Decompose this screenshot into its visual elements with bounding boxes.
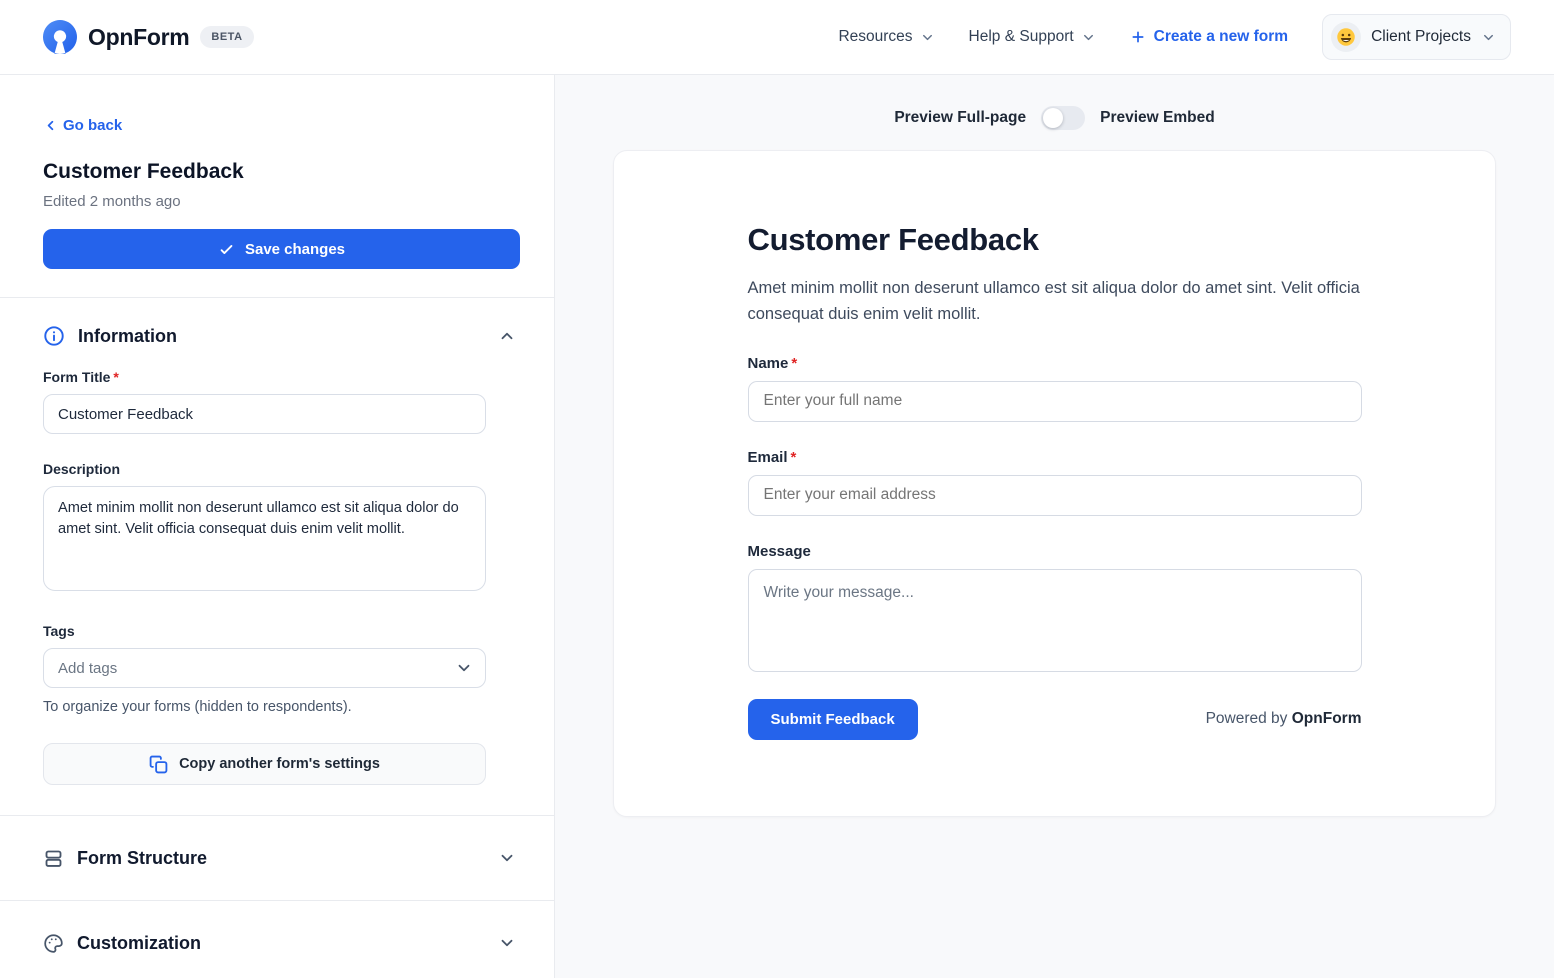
- preview-pane: Preview Full-page Preview Embed Customer…: [555, 75, 1554, 978]
- name-input[interactable]: [747, 380, 1362, 422]
- required-asterisk: *: [113, 369, 119, 385]
- preview-form-description: Amet minim mollit non deserunt ullamco e…: [747, 279, 1360, 324]
- workspace-switcher[interactable]: Client Projects: [1322, 14, 1511, 60]
- section-information-body: Form Title* Description Amet minim molli…: [0, 369, 554, 815]
- beta-badge: BETA: [200, 26, 254, 48]
- submit-feedback-button[interactable]: Submit Feedback: [747, 698, 918, 740]
- tags-field-group: Tags To organize your forms (hidden to r…: [43, 623, 486, 715]
- section-information-header[interactable]: Information: [0, 298, 554, 369]
- tags-select[interactable]: [43, 648, 486, 688]
- create-new-form-label: Create a new form: [1153, 28, 1289, 45]
- chevron-down-icon: [1083, 34, 1093, 40]
- form-footer: Submit Feedback Powered by OpnForm: [747, 698, 1362, 740]
- section-customization-header[interactable]: Customization: [0, 901, 554, 978]
- required-asterisk: *: [791, 354, 798, 372]
- save-changes-button[interactable]: Save changes: [43, 229, 520, 269]
- message-field-group: Message: [747, 542, 1362, 677]
- section-information-title: Information: [78, 325, 177, 346]
- smiley-emoji-icon: [1337, 28, 1355, 46]
- go-back-label: Go back: [63, 117, 123, 134]
- email-field-group: Email *: [747, 449, 1362, 516]
- section-form-structure-title: Form Structure: [77, 847, 208, 868]
- workspace-avatar: [1331, 22, 1362, 52]
- brand-name: OpnForm: [88, 23, 190, 50]
- main-layout: Go back Customer Feedback Edited 2 month…: [0, 75, 1554, 978]
- workspace-label: Client Projects: [1371, 28, 1471, 45]
- powered-by-text: Powered by OpnForm: [1206, 710, 1362, 728]
- check-icon: [220, 244, 233, 254]
- nav-help-support[interactable]: Help & Support: [969, 28, 1096, 46]
- name-field-group: Name *: [747, 355, 1362, 422]
- copy-form-settings-label: Copy another form's settings: [179, 756, 380, 772]
- section-form-structure: Form Structure: [0, 815, 554, 900]
- form-title-label-text: Form Title: [43, 369, 111, 385]
- chevron-down-icon: [922, 34, 932, 40]
- tags-helper-text: To organize your forms (hidden to respon…: [43, 699, 352, 715]
- form-title-label: Form Title *: [43, 369, 486, 385]
- powered-by-brand: OpnForm: [1291, 710, 1362, 728]
- section-information: Information Form Title* Description Amet…: [0, 297, 554, 815]
- opnform-logo-icon: [43, 20, 77, 54]
- plus-icon: [1132, 31, 1144, 43]
- save-changes-label: Save changes: [244, 240, 346, 258]
- message-label: Message: [747, 542, 811, 560]
- form-title-input[interactable]: [43, 394, 486, 434]
- form-preview-content: Customer Feedback Amet minim mollit non …: [747, 222, 1362, 740]
- go-back-link[interactable]: Go back: [43, 117, 122, 134]
- info-icon: [44, 326, 64, 346]
- email-label: Email *: [748, 449, 1362, 466]
- form-preview-card: Customer Feedback Amet minim mollit non …: [613, 150, 1496, 817]
- last-edited-text: Edited 2 months ago: [43, 193, 181, 210]
- toggle-knob: [1043, 108, 1064, 128]
- form-name-title: Customer Feedback: [43, 160, 244, 183]
- preview-embed-label: Preview Embed: [1100, 109, 1215, 126]
- settings-sidebar: Go back Customer Feedback Edited 2 month…: [0, 75, 555, 978]
- top-nav: Resources Help & Support Create a new fo…: [838, 14, 1511, 60]
- tags-input[interactable]: [43, 648, 486, 688]
- preview-full-page-label: Preview Full-page: [894, 109, 1027, 126]
- sidebar-header: Go back Customer Feedback Edited 2 month…: [0, 75, 554, 297]
- tags-label: Tags: [43, 623, 75, 639]
- powered-by-prefix: Powered by: [1205, 710, 1288, 728]
- chevron-down-icon: [501, 939, 513, 947]
- name-label: Name *: [748, 355, 1362, 372]
- brand: OpnForm BETA: [43, 20, 254, 54]
- copy-icon: [149, 755, 168, 773]
- description-textarea[interactable]: Amet minim mollit non deserunt ullamco e…: [43, 486, 486, 591]
- name-label-text: Name: [747, 354, 789, 372]
- top-bar: OpnForm BETA Resources Help & Support Cr…: [0, 0, 1554, 75]
- message-textarea[interactable]: [747, 568, 1362, 672]
- preview-mode-switch-row: Preview Full-page Preview Embed: [555, 75, 1554, 130]
- section-form-structure-header[interactable]: Form Structure: [0, 816, 554, 900]
- section-customization: Customization: [0, 900, 554, 978]
- palette-icon: [44, 933, 63, 953]
- nav-resources-label: Resources: [838, 28, 913, 45]
- nav-resources[interactable]: Resources: [838, 28, 934, 46]
- description-field-group: Description Amet minim mollit non deseru…: [43, 461, 486, 596]
- preview-form-title: Customer Feedback: [747, 222, 1040, 257]
- preview-mode-toggle[interactable]: [1041, 106, 1086, 130]
- required-asterisk: *: [790, 448, 797, 466]
- rows-icon: [45, 850, 62, 867]
- copy-form-settings-button[interactable]: Copy another form's settings: [43, 743, 486, 785]
- section-customization-title: Customization: [77, 932, 201, 953]
- create-new-form-button[interactable]: Create a new form: [1130, 28, 1288, 46]
- chevron-left-icon: [47, 120, 54, 131]
- email-input[interactable]: [747, 474, 1362, 516]
- form-title-field-group: Form Title *: [43, 369, 486, 434]
- chevron-down-icon: [1484, 34, 1493, 40]
- chevron-down-icon: [501, 854, 513, 862]
- nav-help-support-label: Help & Support: [968, 28, 1074, 45]
- description-label: Description: [43, 461, 121, 477]
- chevron-up-icon: [501, 332, 513, 340]
- email-label-text: Email: [747, 448, 788, 466]
